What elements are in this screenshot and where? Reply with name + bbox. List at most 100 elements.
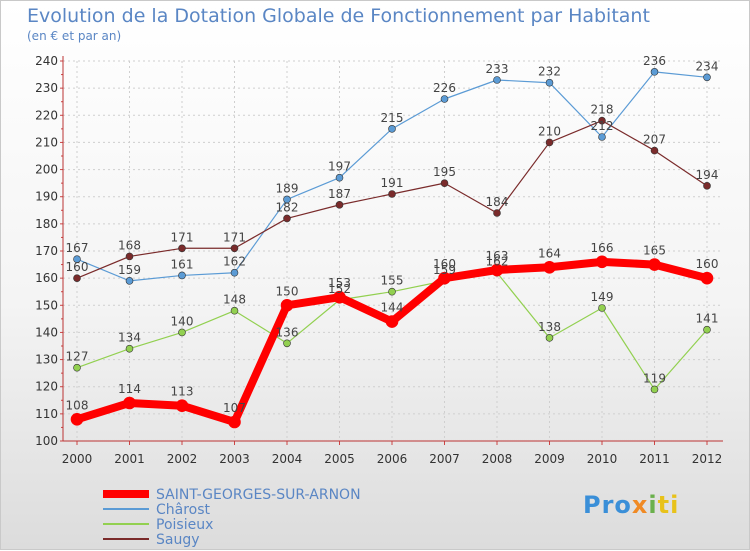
logo-letter: Pro xyxy=(583,491,632,519)
data-point xyxy=(650,385,659,394)
data-label: 197 xyxy=(328,160,351,174)
data-label: 119 xyxy=(643,371,666,385)
data-label: 159 xyxy=(433,263,456,277)
data-point xyxy=(230,306,239,315)
data-point xyxy=(648,258,661,271)
y-tick-label: 110 xyxy=(35,407,58,421)
data-point xyxy=(283,195,291,204)
y-tick-label: 150 xyxy=(35,298,58,312)
data-point xyxy=(438,271,451,285)
y-tick-label: 210 xyxy=(35,135,58,149)
y-tick-label: 190 xyxy=(35,190,58,204)
x-tick-label: 2004 xyxy=(272,452,303,466)
data-label: 136 xyxy=(276,325,299,339)
x-tick-label: 2008 xyxy=(482,452,513,466)
data-label: 150 xyxy=(276,284,299,298)
y-tick-labels: 100 110 120 130 140 150 160 170 180 190 200 210 220 2… xyxy=(35,54,58,448)
data-point xyxy=(388,190,396,198)
data-point xyxy=(73,274,81,282)
data-label: 113 xyxy=(171,385,194,399)
x-tick-label: 2003 xyxy=(219,452,250,466)
data-label: 171 xyxy=(171,230,194,244)
data-point xyxy=(598,304,606,312)
logo-letter: x xyxy=(631,491,649,519)
data-label: 182 xyxy=(276,200,299,214)
x-tick-label: 2012 xyxy=(692,452,723,466)
data-label: 236 xyxy=(643,54,666,68)
data-label: 210 xyxy=(538,124,561,138)
x-tick-labels: 2000 2001 2002 2003 2004 2005 2006 2007 2008 2009… xyxy=(62,452,723,466)
legend-label: Poisieux xyxy=(156,517,213,533)
data-point xyxy=(125,252,134,261)
y-tick-label: 240 xyxy=(35,54,58,68)
y-tick-label: 220 xyxy=(35,108,58,122)
x-tick-label: 2006 xyxy=(377,452,408,466)
data-label: 207 xyxy=(643,133,666,147)
data-label: 167 xyxy=(66,241,89,255)
y-tick-label: 230 xyxy=(35,81,58,95)
data-point xyxy=(650,146,659,155)
data-label: 160 xyxy=(433,257,456,271)
data-label: 164 xyxy=(538,246,561,260)
data-point xyxy=(388,125,396,133)
logo-letter: i xyxy=(648,491,658,519)
data-label: 234 xyxy=(696,59,719,73)
data-point xyxy=(493,209,501,217)
data-label: 184 xyxy=(486,195,509,209)
axes xyxy=(60,56,723,445)
data-point xyxy=(598,116,606,125)
y-tick-label: 160 xyxy=(35,271,58,285)
data-point xyxy=(175,399,189,413)
legend: SAINT-GEORGES-SUR-ARNONChârostPoisieuxSa… xyxy=(103,487,361,548)
data-label: 159 xyxy=(118,263,141,277)
data-label: 168 xyxy=(118,238,141,252)
x-tick-label: 2007 xyxy=(429,452,460,466)
data-point xyxy=(70,412,84,426)
data-label: 108 xyxy=(66,398,89,412)
data-label: 152 xyxy=(328,282,351,296)
y-tick-label: 100 xyxy=(35,434,58,448)
data-point xyxy=(283,214,291,223)
data-label: 134 xyxy=(118,331,141,345)
data-label: 160 xyxy=(66,260,89,274)
data-label: 212 xyxy=(591,119,614,133)
data-label: 149 xyxy=(591,290,614,304)
data-label: 189 xyxy=(276,181,299,195)
legend-label: Chârost xyxy=(156,502,211,518)
data-point xyxy=(73,255,81,263)
data-point xyxy=(280,298,294,312)
data-point xyxy=(178,328,186,337)
data-point xyxy=(700,271,714,285)
data-point xyxy=(545,138,554,147)
data-point xyxy=(385,315,399,328)
data-point xyxy=(440,179,449,187)
data-point xyxy=(283,339,291,348)
data-point xyxy=(595,255,609,269)
data-labels: 167 159 161 162 189 197 215 226 233 232 212 236 234 1… xyxy=(66,54,719,415)
data-point xyxy=(230,244,239,253)
data-label: 155 xyxy=(381,274,404,288)
data-point xyxy=(125,277,134,285)
data-label: 141 xyxy=(696,312,719,326)
data-point xyxy=(440,95,449,103)
data-label: 194 xyxy=(696,168,719,182)
data-label: 161 xyxy=(171,257,194,271)
data-label: 127 xyxy=(66,350,89,364)
data-point xyxy=(493,76,501,84)
y-tick-label: 180 xyxy=(35,217,58,231)
logo-letter: ti xyxy=(657,491,680,519)
data-point xyxy=(178,271,186,280)
data-point xyxy=(125,344,134,353)
data-label: 162 xyxy=(486,255,509,269)
x-tick-label: 2011 xyxy=(639,452,670,466)
data-label: 215 xyxy=(381,111,404,125)
x-tick-label: 2000 xyxy=(62,452,93,466)
data-label: 138 xyxy=(538,320,561,334)
data-point xyxy=(650,68,659,76)
series-group xyxy=(70,68,714,429)
x-tick-label: 2005 xyxy=(324,452,355,466)
y-tick-label: 120 xyxy=(35,380,58,394)
y-tick-label: 200 xyxy=(35,163,58,177)
